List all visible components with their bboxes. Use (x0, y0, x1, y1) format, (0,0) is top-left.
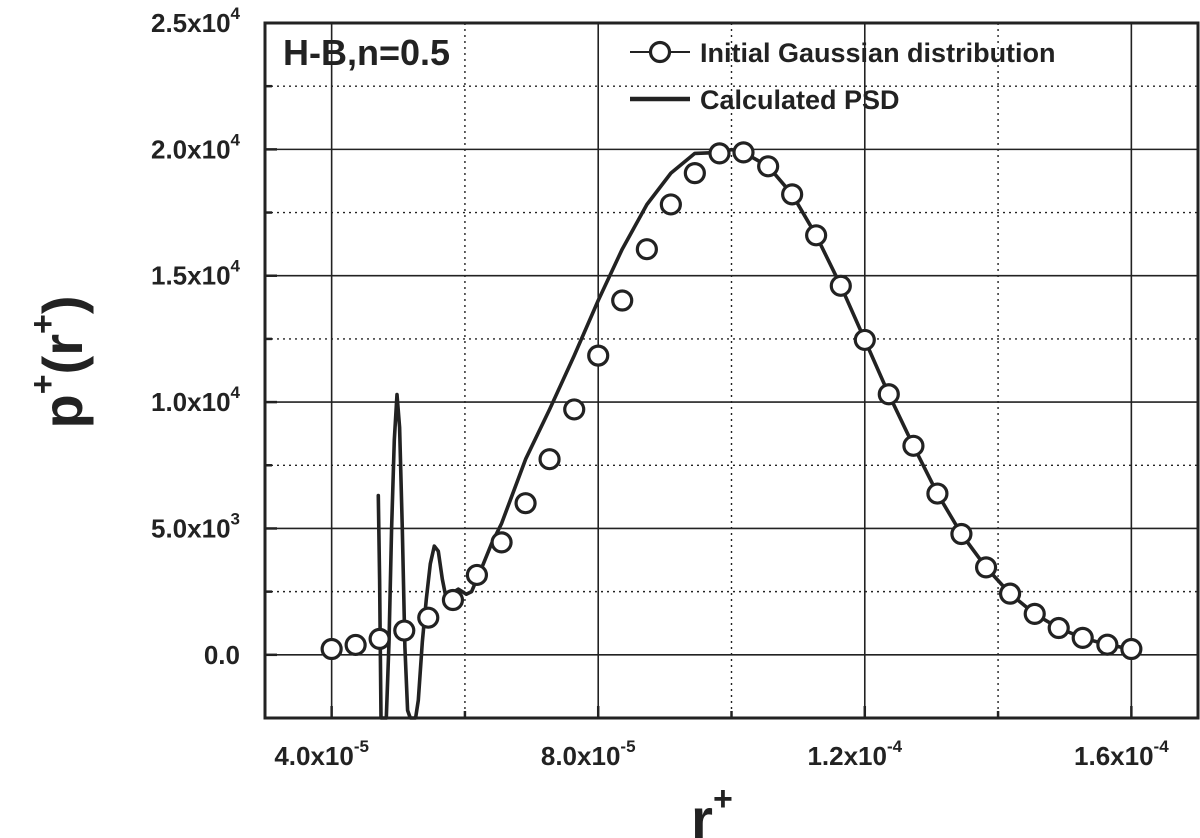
axis-ticks: 0.0 5.0x103 1.0x104 1.5x104 2.0x104 2.5x104 4.… (151, 4, 1169, 771)
gaussian-point (368, 627, 391, 650)
y-axis-title-sup2: + (24, 314, 62, 334)
legend: Initial Gaussian distribution Calculated… (630, 38, 1056, 115)
gaussian-point (974, 556, 998, 579)
x-tick-label: 1.6x10-4 (1074, 737, 1169, 771)
gaussian-point (757, 155, 780, 178)
chart-annotation: H-B,n=0.5 (283, 32, 450, 73)
x-tick-label: 8.0x10-5 (541, 737, 636, 771)
y-tick-label: 0.0 (204, 640, 240, 670)
gaussian-point (853, 328, 876, 352)
gaussian-point (1023, 602, 1046, 625)
gaussian-point (611, 289, 634, 312)
gaussian-point (1096, 633, 1119, 656)
y-tick-label: 1.0x104 (151, 383, 241, 417)
gaussian-point (1047, 616, 1070, 640)
y-axis-title: p+(r+) (24, 295, 94, 428)
series-calculated-psd (376, 147, 1134, 720)
y-axis-title-mid: (r (31, 334, 94, 374)
y-tick-label: 5.0x103 (151, 509, 240, 543)
y-axis-title-sup1: + (24, 374, 62, 394)
gaussian-point (732, 141, 755, 164)
gaussian-point (829, 274, 852, 297)
gaussian-point (950, 522, 973, 546)
x-axis-title: r+ (691, 780, 733, 838)
x-axis-title-base: r (691, 787, 713, 838)
y-axis-title-base: p (31, 394, 94, 428)
gaussian-point (344, 633, 367, 657)
gaussian-point (587, 344, 610, 367)
y-tick-label: 2.0x104 (151, 130, 241, 164)
gaussian-point (320, 637, 343, 661)
gaussian-point (635, 238, 658, 261)
y-tick-label: 2.5x104 (151, 4, 241, 38)
x-tick-label: 1.2x10-4 (807, 737, 902, 771)
gaussian-point (538, 448, 561, 471)
gaussian-point (514, 492, 537, 515)
gaussian-point (708, 142, 731, 165)
gaussian-point (465, 563, 489, 587)
gaussian-point (417, 606, 440, 629)
x-tick-label: 4.0x10-5 (274, 737, 369, 771)
gaussian-point (563, 398, 586, 421)
legend-label-psd: Calculated PSD (700, 85, 900, 115)
gaussian-point (1120, 637, 1143, 661)
series-initial-gaussian (320, 141, 1143, 661)
psd-line (376, 147, 1134, 720)
gaussian-point (683, 162, 706, 185)
gaussian-point (490, 531, 513, 554)
gaussian-point (1071, 626, 1094, 649)
legend-marker-circle (648, 40, 672, 64)
gaussian-point (441, 588, 465, 612)
gaussian-point (926, 482, 949, 505)
gaussian-point (877, 383, 900, 406)
gaussian-point (805, 224, 828, 247)
gaussian-point (393, 619, 416, 642)
legend-label-gaussian: Initial Gaussian distribution (700, 38, 1056, 68)
gaussian-point (902, 434, 925, 457)
gaussian-point (659, 193, 682, 216)
gaussian-point (998, 582, 1022, 605)
y-tick-label: 1.5x104 (151, 257, 241, 291)
y-axis-title-end: ) (31, 295, 94, 314)
gaussian-point (781, 183, 804, 206)
x-axis-title-sup: + (713, 780, 733, 818)
